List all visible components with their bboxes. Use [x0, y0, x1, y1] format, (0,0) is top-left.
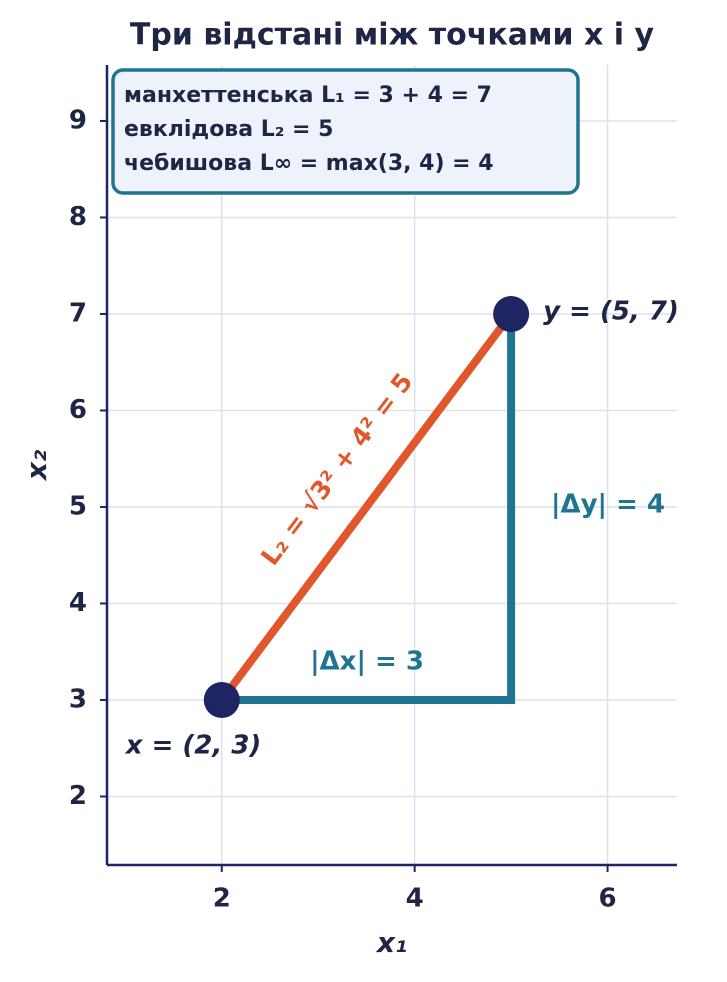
point [493, 295, 530, 332]
point-label: x = (2, 3) [124, 730, 262, 760]
x-tick-label: 2 [213, 884, 231, 914]
x-axis-label: x₁ [375, 926, 407, 959]
y-tick-label: 5 [69, 491, 87, 521]
y-tick-label: 9 [69, 105, 87, 135]
y-tick-label: 3 [69, 684, 87, 714]
annotation: |Δy| = 4 [551, 490, 665, 520]
info-line: манхеттенська L₁ = 3 + 4 = 7 [124, 83, 492, 108]
y-tick-label: 8 [69, 202, 87, 232]
y-tick-label: 4 [69, 588, 87, 618]
y-axis-label: x₂ [20, 449, 53, 482]
point-label: y = (5, 7) [543, 296, 679, 326]
chart-title: Три відстані між точками x і y [130, 18, 655, 53]
y-tick-label: 2 [69, 781, 87, 811]
y-tick-label: 7 [69, 298, 87, 328]
info-box [111, 68, 580, 195]
point [203, 681, 240, 718]
x-tick-label: 4 [406, 884, 424, 914]
info-line: чебишова L∞ = max(3, 4) = 4 [124, 151, 494, 176]
info-line: евклідова L₂ = 5 [124, 117, 333, 142]
y-tick-label: 6 [69, 395, 87, 425]
x-tick-label: 6 [599, 884, 617, 914]
distance-line [218, 311, 515, 703]
annotation: |Δx| = 3 [310, 647, 424, 677]
distance-line [221, 313, 516, 704]
